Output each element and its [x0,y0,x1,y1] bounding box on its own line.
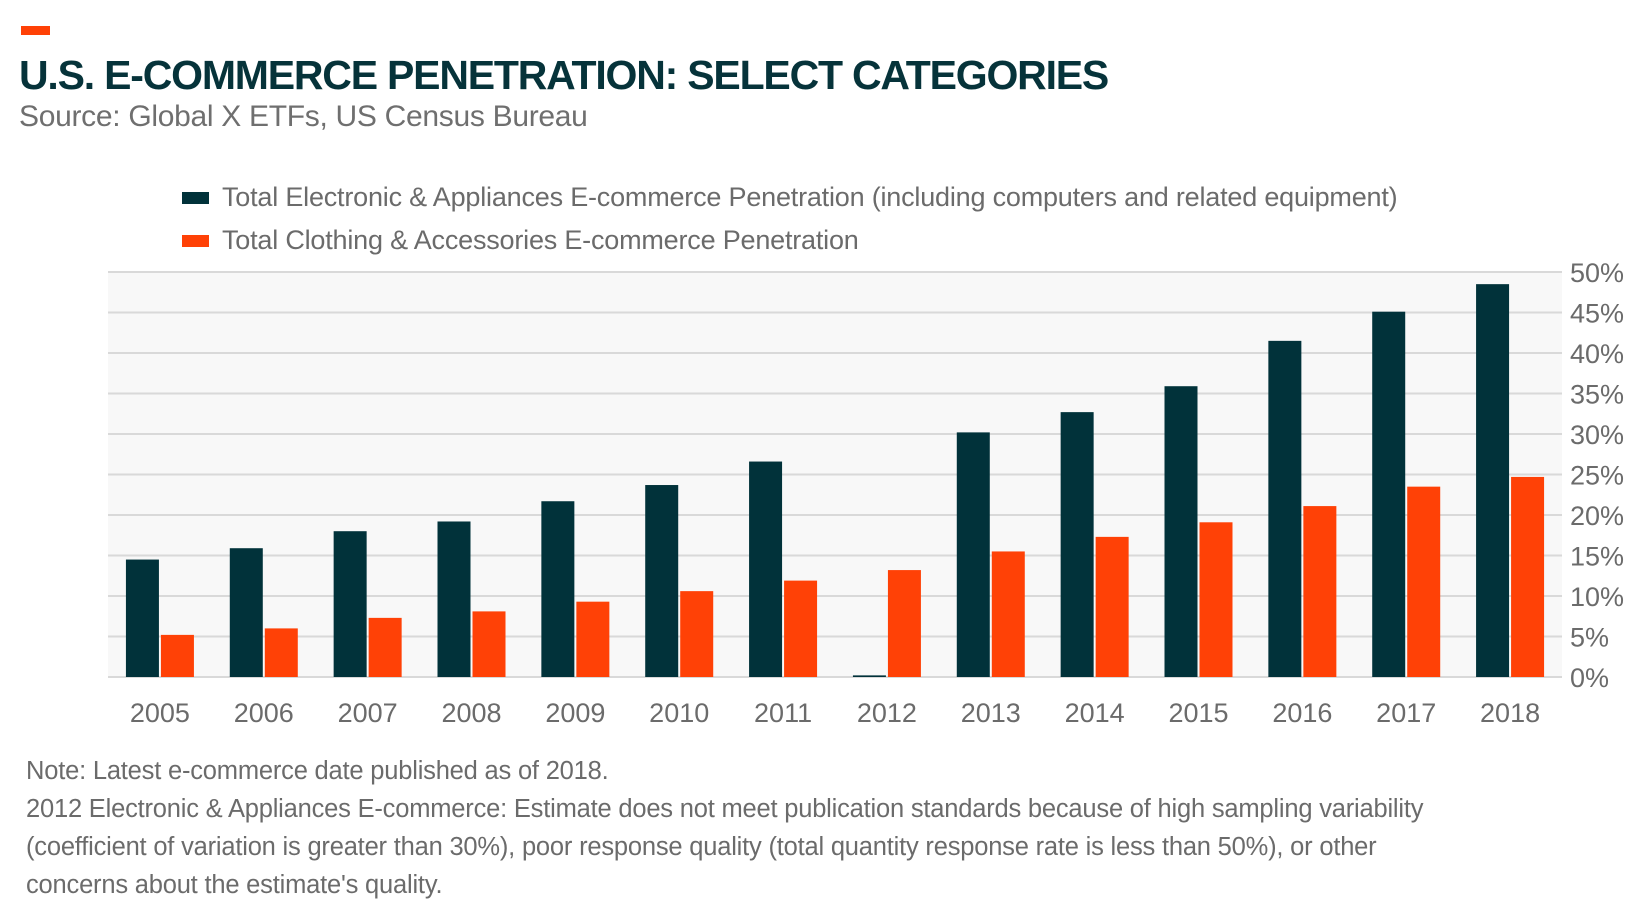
bar-clothing [680,591,714,677]
bar-clothing [576,601,610,677]
bar-clothing [472,611,506,677]
bar-clothing [1199,522,1233,677]
bar-electronics [1164,386,1198,677]
bar-electronics [437,521,471,677]
bar-electronics [956,432,990,677]
y-tick-label: 15% [1570,542,1624,572]
chart-title: U.S. E-COMMERCE PENETRATION: SELECT CATE… [19,52,1109,98]
x-tick-label: 2008 [441,698,501,728]
y-tick-label: 40% [1570,339,1624,369]
y-tick-label: 5% [1570,623,1609,653]
x-tick-label: 2011 [754,698,812,728]
legend-label-electronics: Total Electronic & Appliances E-commerce… [222,182,1398,212]
bar-electronics [749,461,783,677]
x-tick-label: 2014 [1065,698,1125,728]
y-tick-label: 25% [1570,461,1624,491]
bar-clothing [784,580,818,677]
y-tick-label: 50% [1570,258,1624,288]
bar-electronics [1060,412,1094,677]
x-tick-label: 2006 [234,698,294,728]
bar-clothing [160,634,194,677]
note-line: Note: Latest e-commerce date published a… [26,757,609,785]
bar-clothing [1303,506,1337,677]
bar-clothing [1407,486,1441,677]
bar-clothing [991,551,1025,677]
y-tick-label: 30% [1570,420,1624,450]
accent-bar [21,26,50,35]
bar-electronics [333,531,367,677]
bar-electronics [1476,284,1510,677]
x-tick-label: 2016 [1272,698,1332,728]
note-line: 2012 Electronic & Appliances E-commerce:… [26,795,1424,823]
bar-clothing [264,628,298,677]
legend: Total Electronic & Appliances E-commerce… [182,176,1398,262]
legend-item-clothing: Total Clothing & Accessories E-commerce … [182,219,1397,262]
x-tick-label: 2018 [1480,698,1540,728]
bar-electronics [541,501,575,677]
x-tick-label: 2017 [1376,698,1436,728]
y-tick-label: 0% [1570,663,1609,693]
y-tick-label: 10% [1570,582,1624,612]
legend-item-electronics: Total Electronic & Appliances E-commerce… [182,176,1398,219]
legend-swatch-clothing [182,234,209,247]
bar-clothing [1095,536,1129,677]
bar-electronics [1372,311,1406,677]
bar-electronics [229,548,263,677]
chart-source: Source: Global X ETFs, US Census Bureau [19,100,588,133]
bar-electronics [645,485,679,677]
bar-electronics [1268,340,1302,677]
note-line: (coefficient of variation is greater tha… [26,833,1377,861]
bar-electronics [125,559,159,677]
bar-clothing [887,570,921,677]
x-tick-label: 2007 [338,698,398,728]
bar-clothing [368,617,402,677]
y-tick-label: 35% [1570,380,1624,410]
y-tick-label: 20% [1570,501,1624,531]
legend-label-clothing: Total Clothing & Accessories E-commerce … [222,225,859,255]
bar-clothing [1511,476,1545,677]
y-tick-label: 45% [1570,299,1624,329]
notes: Note: Latest e-commerce date published a… [26,752,1423,904]
x-tick-label: 2009 [545,698,605,728]
bar-electronics [852,675,886,677]
x-tick-label: 2015 [1168,698,1228,728]
x-tick-label: 2010 [649,698,709,728]
x-tick-label: 2013 [961,698,1021,728]
legend-swatch-electronics [182,191,209,204]
x-tick-label: 2005 [130,698,190,728]
note-line: concerns about the estimate's quality. [26,871,443,899]
x-tick-label: 2012 [857,698,917,728]
